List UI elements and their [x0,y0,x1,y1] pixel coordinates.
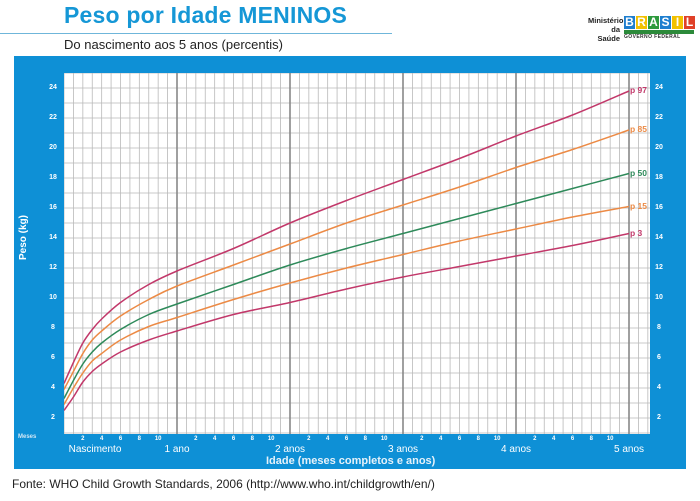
plot-area [64,73,650,434]
y-tick: 24 [49,84,57,91]
label-p50: p 50 [630,167,648,178]
y-tick: 18 [49,174,57,181]
x-month-tick: 8 [589,436,593,442]
x-month-tick: 4 [438,436,443,442]
brand-letter: A [648,15,659,29]
ministry-line-1: Ministério [588,16,624,25]
x-month-tick: 8 [363,436,367,442]
percentile-curve-p50 [64,172,630,399]
y-tick: 6 [51,354,55,361]
percentile-curve-p85 [64,129,630,390]
percentile-curve-p3 [64,232,630,411]
y-tick: 4 [51,384,55,391]
x-year-label: Nascimento [68,444,122,455]
label-p97: p 97 [630,85,648,95]
y-tick: 24 [655,84,663,91]
chart-svg [64,73,650,434]
y-tick: 20 [49,144,57,151]
y-tick: 20 [655,144,663,151]
x-month-tick: 10 [380,436,388,442]
x-month-tick: 6 [570,436,575,442]
x-month-tick: 10 [267,436,275,442]
y-tick: 12 [49,264,57,271]
x-month-tick: 8 [250,436,254,442]
x-axis-label: Idade (meses completos e anos) [266,455,436,467]
y-tick: 16 [49,204,57,211]
y-tick: 8 [51,324,55,331]
source-citation: Fonte: WHO Child Growth Standards, 2006 … [12,477,435,491]
tagline-bar [624,30,694,34]
page-title: Peso por Idade MENINOS [64,2,348,28]
government-label: GOVERNO FEDERAL [624,34,681,40]
months-label: Meses [18,434,37,440]
x-year-label: 3 anos [387,444,419,455]
x-month-tick: 2 [420,436,424,442]
label-p15: p 15 [630,200,648,211]
y-tick: 12 [655,264,663,271]
x-month-tick: 4 [325,436,330,442]
y-axis-label: Peso (kg) [18,214,29,260]
label-p85: p 85 [630,124,648,134]
y-tick: 6 [657,354,661,361]
y-tick: 10 [655,294,663,301]
percentile-curve-p15 [64,205,630,405]
x-month-tick: 2 [307,436,311,442]
x-month-tick: 10 [154,436,162,442]
x-month-tick: 4 [212,436,217,442]
x-month-tick: 8 [476,436,480,442]
brand-letter: R [636,15,647,29]
y-tick: 10 [49,294,57,301]
x-month-tick: 6 [344,436,349,442]
y-tick: 2 [657,414,661,421]
y-tick: 22 [655,114,663,121]
x-month-tick: 6 [118,436,123,442]
x-year-label: 2 anos [274,444,306,455]
x-month-tick: 4 [99,436,104,442]
x-year-label: 4 anos [500,444,532,455]
brand-letter: S [660,15,671,29]
title-divider [0,33,392,34]
x-month-tick: 2 [194,436,198,442]
page-subtitle: Do nascimento aos 5 anos (percentis) [64,37,283,52]
x-month-tick: 2 [533,436,537,442]
y-tick: 8 [657,324,661,331]
y-tick: 22 [49,114,57,121]
x-month-tick: 6 [457,436,462,442]
y-tick: 14 [49,234,57,241]
x-month-tick: 4 [551,436,556,442]
brand-letter: I [672,16,683,29]
ministry-label: Ministério da Saúde [588,16,624,43]
x-month-tick: 10 [606,436,614,442]
x-month-tick: 6 [231,436,236,442]
x-month-tick: 10 [493,436,501,442]
ministry-line-2: da Saúde [597,25,620,43]
y-tick: 18 [655,174,663,181]
x-month-tick: 2 [81,436,85,442]
y-tick: 16 [655,204,663,211]
x-year-label: 5 anos [613,444,645,455]
y-tick: 4 [657,384,661,391]
y-tick: 14 [655,234,663,241]
x-month-tick: 8 [137,436,141,442]
percentile-curve-p97 [64,90,630,384]
brand-letter: L [684,15,695,29]
x-year-label: 1 ano [164,444,190,455]
label-p3: p 3 [630,227,643,238]
y-tick: 2 [51,414,55,421]
brand-letter: B [624,15,635,29]
